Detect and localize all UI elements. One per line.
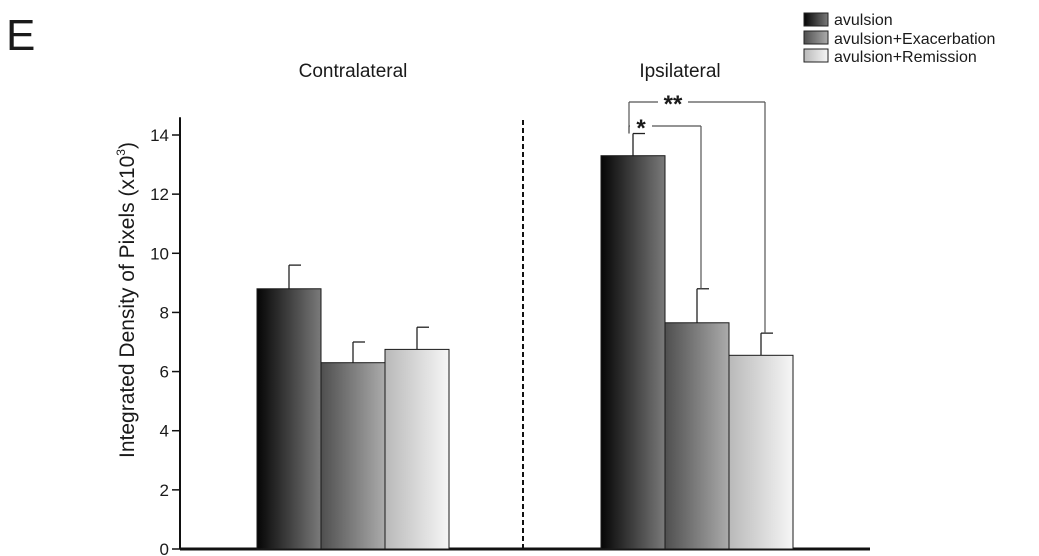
y-axis-title-superscript: 3 [114, 149, 128, 156]
legend-swatch-exacerbation [803, 30, 829, 45]
legend-label-avulsion: avulsion [834, 12, 893, 29]
y-tick-label: 14 [150, 126, 169, 145]
significance-brackets: *** [628, 91, 766, 334]
bar [664, 322, 730, 550]
y-tick-label: 12 [150, 185, 169, 204]
legend-label-exacerbation: avulsion+Exacerbation [834, 31, 995, 48]
error-bars [288, 132, 773, 363]
y-axis-title-close: ) [116, 142, 139, 149]
group-label-ipsilateral: Ipsilateral [639, 61, 720, 82]
y-axis-title-main: Integrated Density of Pixels (x10 [116, 156, 139, 458]
bar [728, 354, 794, 550]
y-tick-label: 8 [160, 303, 169, 322]
y-tick-label: 2 [160, 481, 169, 500]
legend-swatch-remission [803, 48, 829, 63]
y-tick-label: 0 [160, 540, 169, 556]
bars [256, 155, 794, 550]
legend-swatch-avulsion [803, 12, 829, 27]
y-tick-label: 10 [150, 244, 169, 263]
bar [384, 348, 450, 550]
bar [600, 155, 666, 550]
group-label-contralateral: Contralateral [299, 61, 408, 82]
significance-label: * [636, 115, 646, 142]
significance-label: ** [664, 91, 683, 118]
y-axis-ticks: 0 2 4 6 8 10 12 14 [150, 126, 180, 556]
panel-label: E [6, 11, 35, 60]
y-tick-label: 4 [160, 422, 169, 441]
y-axis-title: Integrated Density of Pixels (x103) [114, 142, 139, 458]
y-tick-label: 6 [160, 363, 169, 382]
bar [320, 362, 386, 550]
legend: avulsion avulsion+Exacerbation avulsion+… [803, 12, 995, 66]
y-axis-title-group: Integrated Density of Pixels (x103) [114, 142, 139, 458]
bar [256, 288, 322, 550]
legend-label-remission: avulsion+Remission [834, 49, 977, 66]
